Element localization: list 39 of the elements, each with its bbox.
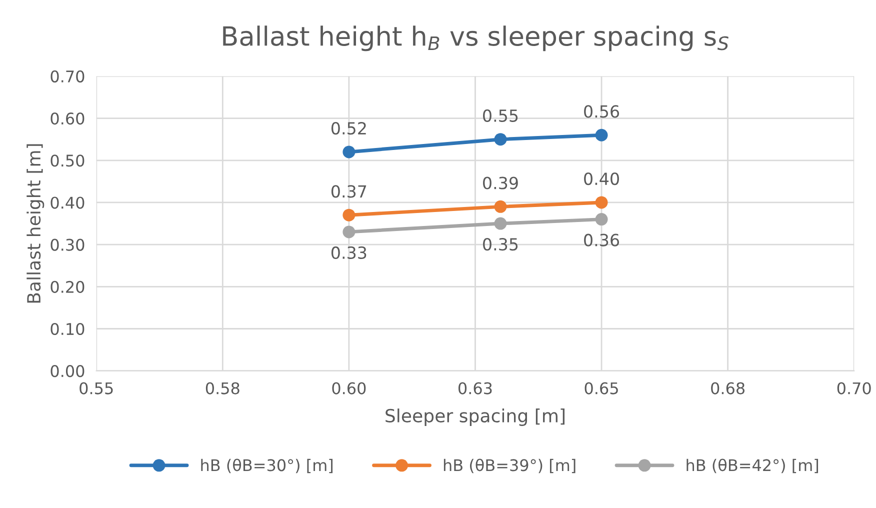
x-tick-label: 0.55 <box>80 382 113 394</box>
y-tick-label: 0.30 <box>50 238 84 251</box>
x-tick-label: 0.68 <box>711 382 744 394</box>
x-axis-title: Sleeper spacing [m] <box>386 408 564 426</box>
legend-label: hB (θB=42°) [m] <box>686 458 818 474</box>
y-tick-label: 0.40 <box>50 196 84 209</box>
data-label: 0.56 <box>584 105 620 118</box>
y-tick-label: 0.20 <box>50 280 84 293</box>
x-tick-label: 0.63 <box>458 382 492 394</box>
legend-label: hB (θB=39°) [m] <box>444 458 576 474</box>
point <box>494 200 507 213</box>
data-label: 0.35 <box>483 238 518 251</box>
data-label: 0.37 <box>331 185 366 198</box>
point <box>342 146 356 158</box>
point <box>595 196 608 209</box>
y-tick-label: 0.60 <box>50 112 84 125</box>
chart-title: Ballast height h$_{B}$ vs sleeper spacing s$_{S}$ <box>223 26 728 52</box>
x-tick-label: 0.65 <box>584 382 618 394</box>
point <box>494 217 507 230</box>
data-label: 0.52 <box>331 122 366 135</box>
point <box>595 128 608 142</box>
data-label: 0.33 <box>331 246 366 259</box>
data-label: 0.36 <box>584 234 620 246</box>
y-tick-label: 0.70 <box>50 70 84 82</box>
x-tick-label: 0.70 <box>837 382 871 394</box>
point <box>595 213 608 226</box>
point <box>494 133 507 146</box>
data-label: 0.40 <box>584 172 619 186</box>
legend-label: hB (θB=30°) [m] <box>201 458 333 474</box>
y-tick-label: 0.50 <box>50 154 84 167</box>
y-tick-label: 0.10 <box>50 322 84 336</box>
data-label: 0.55 <box>483 109 518 122</box>
x-tick-label: 0.58 <box>206 382 240 394</box>
y-axis-title: Ballast height [m] <box>26 144 44 303</box>
point <box>342 226 356 238</box>
y-tick-label: 0.00 <box>50 365 84 378</box>
x-tick-label: 0.60 <box>332 382 366 394</box>
data-label: 0.39 <box>483 176 518 190</box>
point <box>342 208 356 222</box>
